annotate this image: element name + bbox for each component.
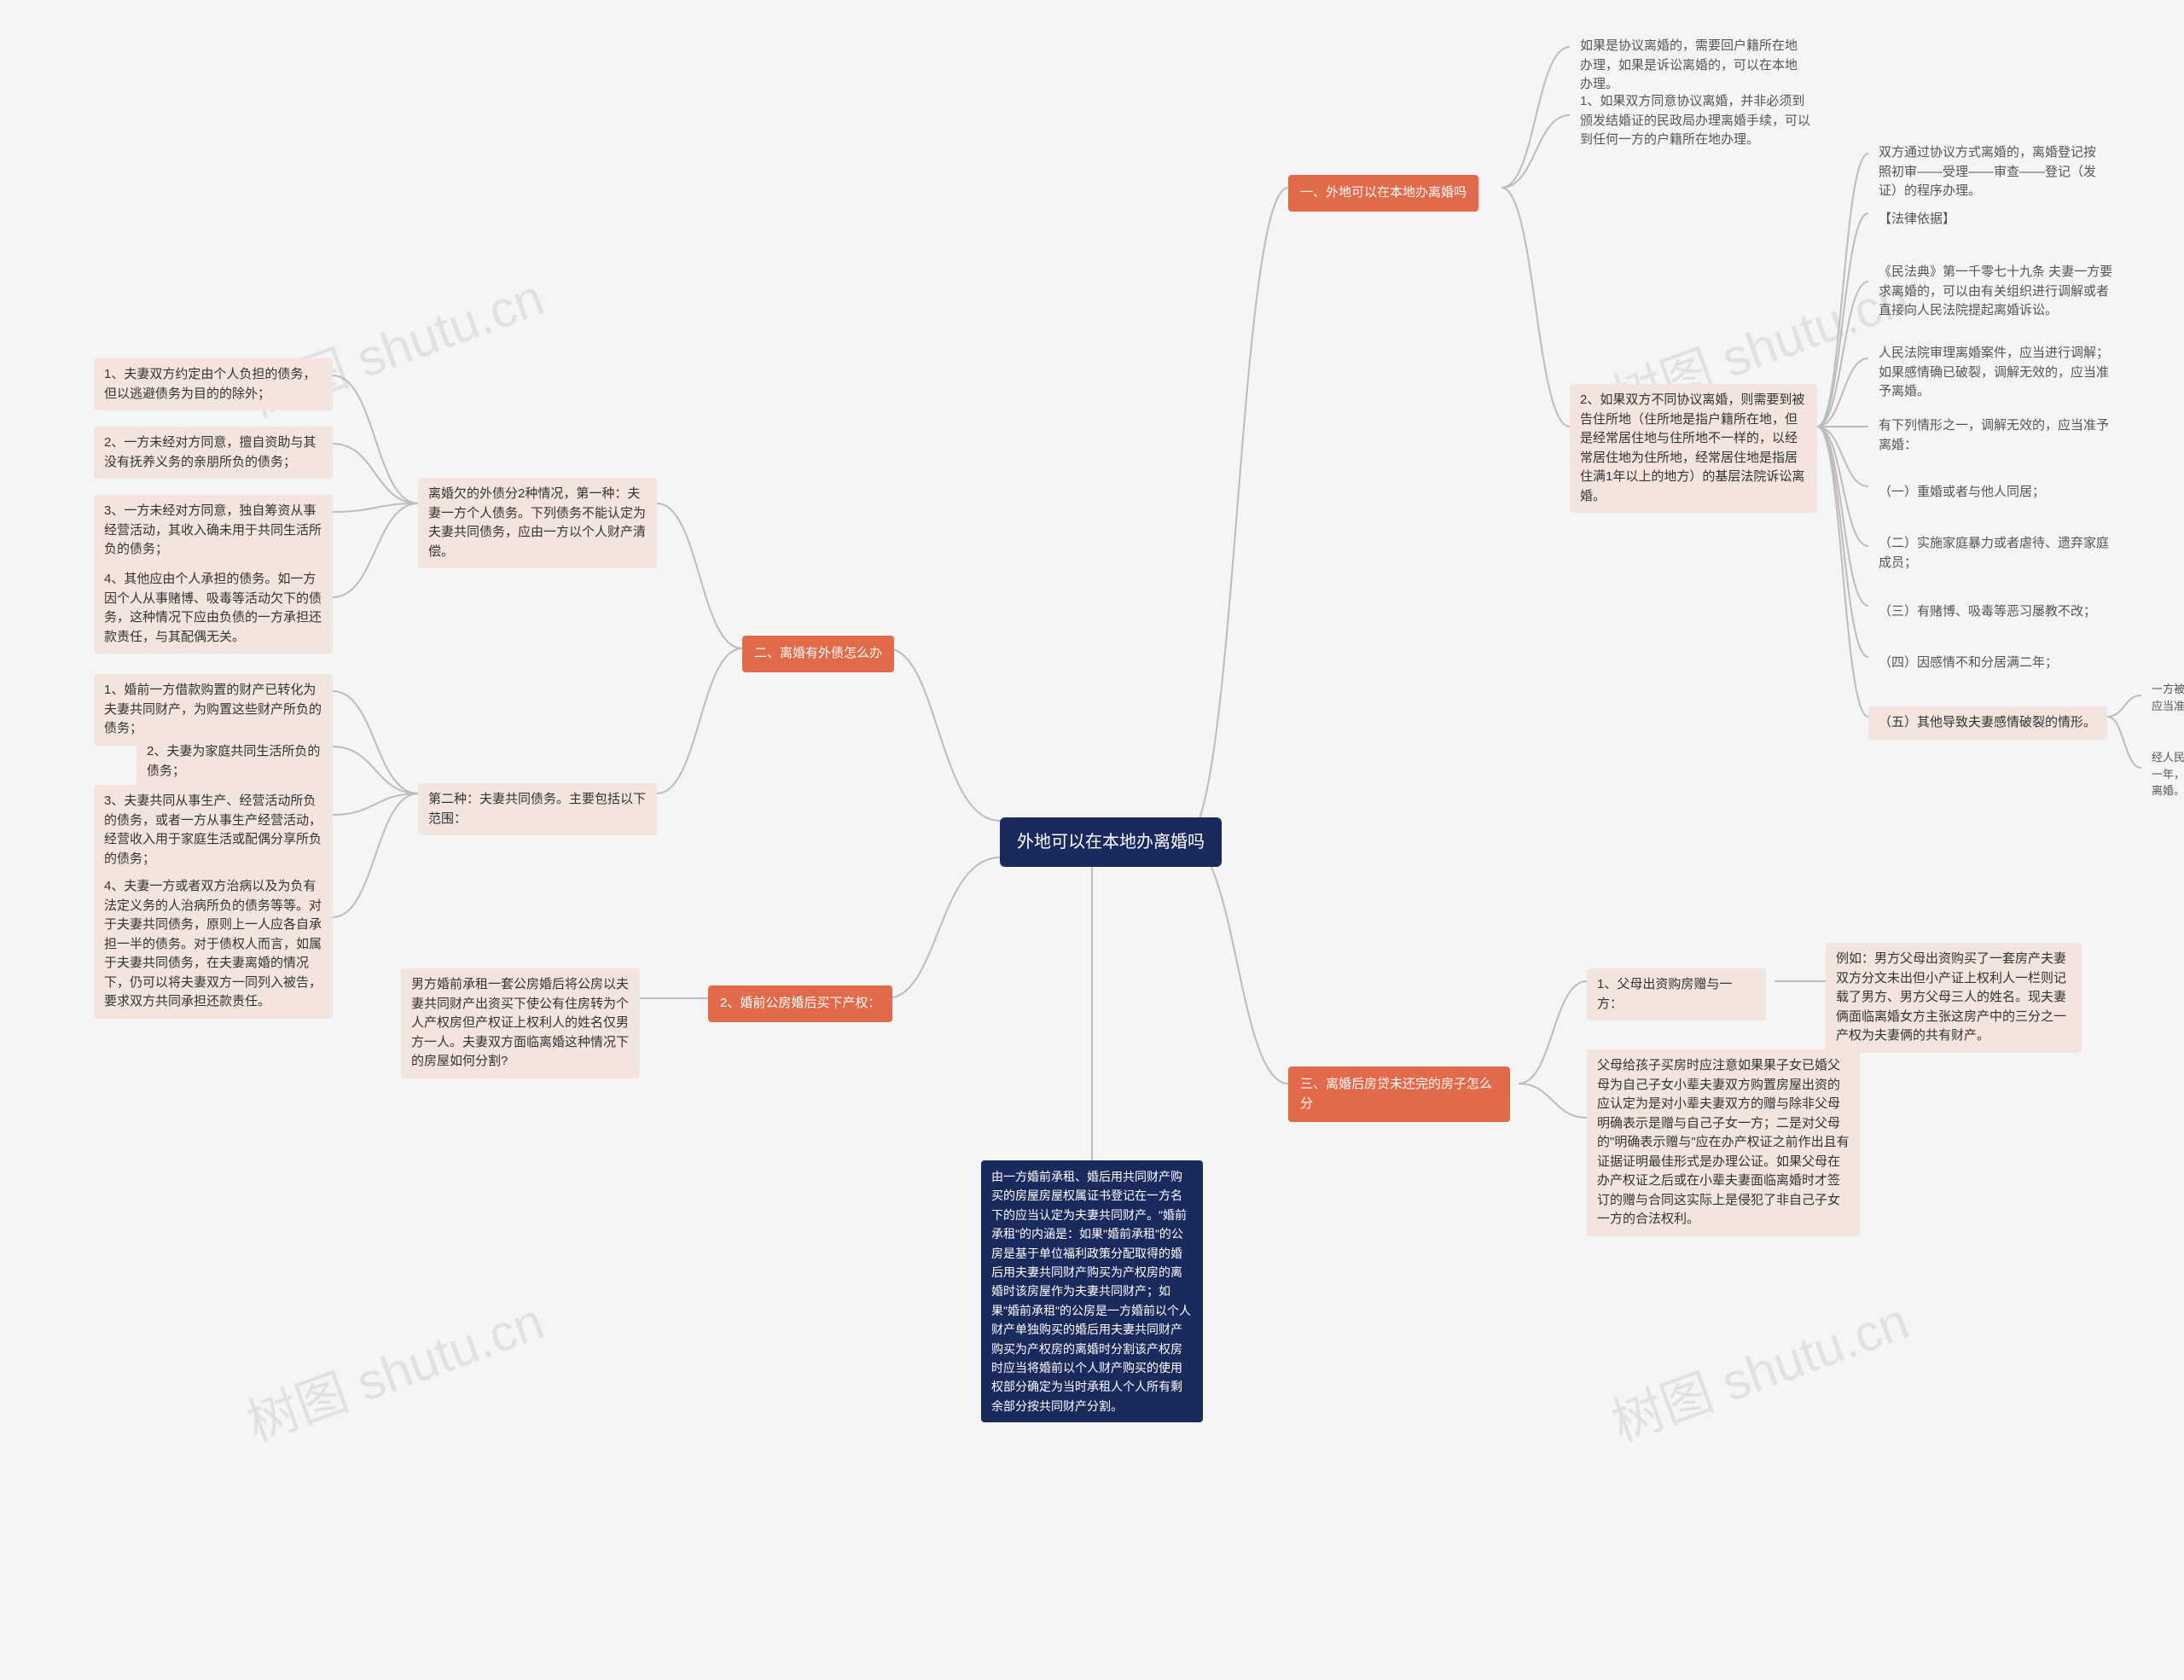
s1-n3: 2、如果双方不同协议离婚，则需要到被告住所地（住所地是指户籍所在地，但是经常居住… bbox=[1570, 384, 1817, 513]
section-2-title: 二、离婚有外债怎么办 bbox=[742, 636, 894, 672]
s2-l5: 1、婚前一方借款购置的财产已转化为夫妻共同财产，为购置这些财产所负的债务； bbox=[94, 674, 333, 746]
s1-r8: （三）有赌博、吸毒等恶习屡教不改； bbox=[1868, 596, 2124, 629]
s3-d2: 父母给孩子买房时应注意如果果子女已婚父母为自己子女小辈夫妻双方购置房屋出资的应认… bbox=[1587, 1049, 1860, 1236]
s1-r1: 双方通过协议方式离婚的，离婚登记按照初审——受理——审查——登记（发证）的程序办… bbox=[1868, 137, 2116, 208]
s2-l2: 2、一方未经对方同意，擅自资助与其没有抚养义务的亲朋所负的债务； bbox=[94, 427, 333, 479]
s2-n1: 离婚欠的外债分2种情况，第一种：夫妻一方个人债务。下列债务不能认定为夫妻共同债务… bbox=[418, 478, 657, 568]
s1-r6: （一）重婚或者与他人同居； bbox=[1868, 476, 2124, 509]
s2-n2: 第二种：夫妻共同债务。主要包括以下范围： bbox=[418, 783, 657, 835]
s1-n2: 1、如果双方同意协议离婚，并非必须到颁发结婚证的民政局办理离婚手续，可以到任何一… bbox=[1570, 85, 1826, 157]
s2-l4: 4、其他应由个人承担的债务。如一方因个人从事赌博、吸毒等活动欠下的债务，这种情况… bbox=[94, 563, 333, 654]
section-1-title: 一、外地可以在本地办离婚吗 bbox=[1288, 175, 1478, 212]
s2-l7: 3、夫妻共同从事生产、经营活动所负的债务，或者一方从事生产经营活动，经营收入用于… bbox=[94, 785, 333, 875]
s1-r9: （四）因感情不和分居满二年； bbox=[1868, 647, 2124, 680]
section-2-subtitle: 2、婚前公房婚后买下产权： bbox=[708, 985, 892, 1022]
s1-r11: 一方被宣告失踪，另一方提起离婚诉讼的，应当准予离婚。 bbox=[2141, 674, 2184, 721]
s3-bluebox: 由一方婚前承租、婚后用共同财产购买的房屋房屋权属证书登记在一方名下的应当认定为夫… bbox=[981, 1160, 1203, 1422]
s1-r12: 经人民法院判决不准离婚后，双方又分居满一年，一方再次提起离婚诉讼的，应当准予离婚… bbox=[2141, 742, 2184, 806]
section-3-title: 三、离婚后房贷未还完的房子怎么分 bbox=[1288, 1067, 1510, 1122]
s1-r5: 有下列情形之一，调解无效的，应当准予离婚： bbox=[1868, 410, 2124, 462]
s1-r4: 人民法院审理离婚案件，应当进行调解；如果感情确已破裂，调解无效的，应当准予离婚。 bbox=[1868, 337, 2124, 409]
s1-r10: （五）其他导致夫妻感情破裂的情形。 bbox=[1868, 706, 2107, 740]
s2-l6: 2、夫妻为家庭共同生活所负的债务； bbox=[136, 735, 333, 788]
s2-l3: 3、一方未经对方同意，独自筹资从事经营活动，其收入确未用于共同生活所负的债务； bbox=[94, 495, 333, 567]
s3-n1: 1、父母出资购房赠与一方： bbox=[1587, 968, 1766, 1020]
s1-r2: 【法律依据】 bbox=[1868, 203, 2116, 236]
root-node: 外地可以在本地办离婚吗 bbox=[1000, 817, 1222, 867]
s2-l8: 4、夫妻一方或者双方治病以及为负有法定义务的人治病所负的债务等等。对于夫妻共同债… bbox=[94, 870, 333, 1019]
s3-d1: 例如：男方父母出资购买了一套房产夫妻双方分文未出但小产证上权利人一栏则记载了男方… bbox=[1826, 943, 2082, 1053]
s2-l1: 1、夫妻双方约定由个人负担的债务，但以逃避债务为目的的除外； bbox=[94, 358, 333, 410]
s1-r3: 《民法典》第一千零七十九条 夫妻一方要求离婚的，可以由有关组织进行调解或者直接向… bbox=[1868, 256, 2124, 328]
s1-r7: （二）实施家庭暴力或者虐待、遗弃家庭成员； bbox=[1868, 527, 2124, 579]
s2-sub-detail: 男方婚前承租一套公房婚后将公房以夫妻共同财产出资买下使公有住房转为个人产权房但产… bbox=[401, 968, 640, 1078]
